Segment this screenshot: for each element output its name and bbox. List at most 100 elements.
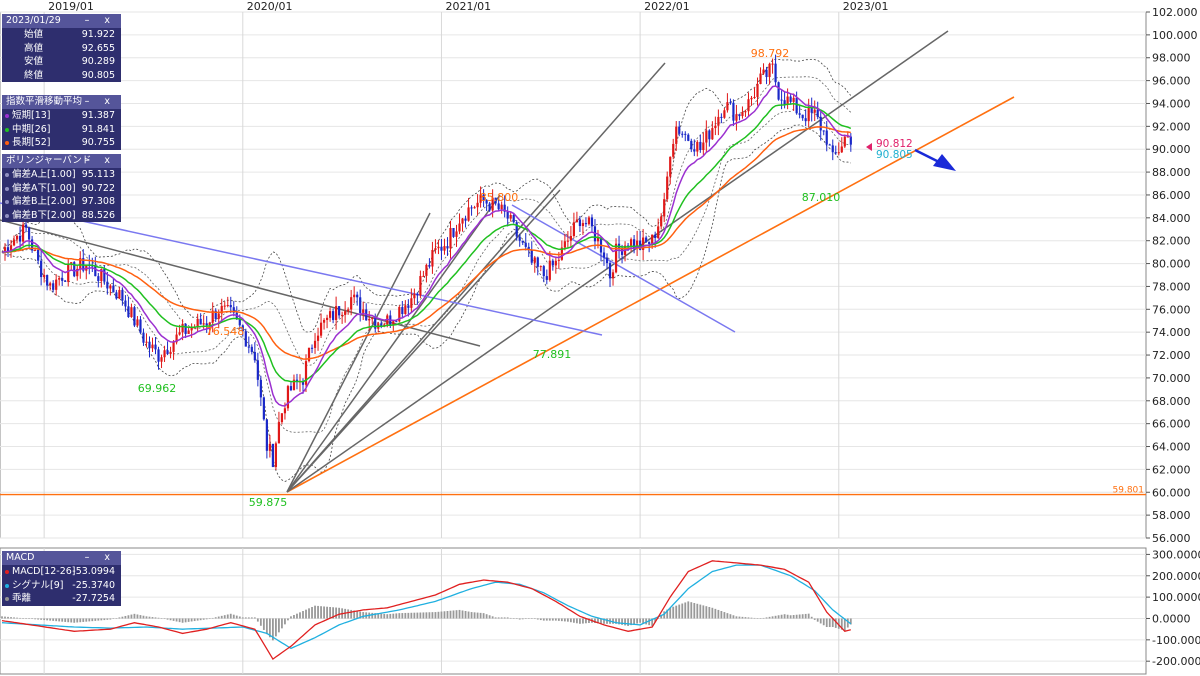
candle-body bbox=[479, 194, 482, 203]
macd-histogram-bar bbox=[380, 613, 383, 619]
price-tick-label: 60.000 bbox=[1152, 486, 1191, 499]
candle-body bbox=[587, 217, 591, 225]
macd-histogram-bar bbox=[747, 617, 750, 619]
candle-body bbox=[244, 331, 247, 347]
candle-body bbox=[639, 240, 642, 250]
price-tick-label: 64.000 bbox=[1152, 441, 1191, 454]
candle-body bbox=[3, 247, 7, 253]
price-tick-label: 70.000 bbox=[1152, 372, 1191, 385]
candle-body bbox=[217, 313, 220, 319]
macd-value: -25.3740 bbox=[72, 579, 115, 591]
candle-body bbox=[371, 318, 374, 320]
macd-histogram-bar bbox=[524, 618, 527, 620]
bollinger-panel: ボリンジャーバンド – x 偏差A上[1.00] 95.113 偏差A下[1.00]… bbox=[2, 154, 121, 222]
panel-controls[interactable]: – x bbox=[84, 552, 116, 563]
candle-body bbox=[392, 321, 395, 325]
macd-label: MACD[12-26] bbox=[12, 566, 76, 577]
macd-histogram-bar bbox=[849, 618, 852, 625]
macd-histogram-bar bbox=[473, 612, 476, 619]
candle-body bbox=[401, 307, 404, 315]
candle-body bbox=[470, 207, 473, 209]
macd-histogram-bar bbox=[765, 617, 768, 619]
candle-body bbox=[368, 319, 371, 321]
macd-histogram-bar bbox=[16, 617, 18, 619]
candle-body bbox=[521, 240, 524, 243]
last-price-marker bbox=[866, 143, 872, 151]
candle-body bbox=[52, 283, 55, 290]
candle-body bbox=[49, 283, 52, 286]
candle-body bbox=[76, 268, 79, 277]
x-tick-label: 2019/01 bbox=[48, 0, 94, 13]
panel-controls[interactable]: – x bbox=[84, 15, 116, 26]
macd-row: 乖離 -27.7254 bbox=[2, 592, 121, 606]
candle-body bbox=[569, 236, 572, 241]
candle-body bbox=[669, 156, 672, 177]
macd-panel-header: MACD – x bbox=[2, 551, 121, 565]
macd-histogram-bar bbox=[693, 602, 696, 619]
candle-body bbox=[663, 199, 666, 217]
macd-histogram-bar bbox=[217, 616, 220, 619]
candle-body bbox=[109, 285, 112, 289]
macd-histogram-bar bbox=[615, 618, 617, 624]
macd-histogram-bar bbox=[585, 618, 587, 624]
macd-histogram-bar bbox=[79, 618, 82, 623]
candle-body bbox=[434, 248, 437, 250]
ohlc-label: 安値 bbox=[24, 56, 44, 67]
panel-controls[interactable]: – x bbox=[84, 155, 116, 166]
macd-histogram-bar bbox=[560, 618, 563, 622]
candle-body bbox=[283, 408, 287, 414]
macd-histogram-bar bbox=[750, 617, 753, 619]
candle-body bbox=[452, 228, 455, 237]
macd-histogram-bar bbox=[735, 616, 738, 619]
macd-histogram-bar bbox=[789, 615, 792, 619]
candle-body bbox=[648, 241, 651, 245]
macd-histogram-bar bbox=[275, 618, 277, 637]
macd-histogram-bar bbox=[786, 614, 789, 619]
candle-body bbox=[322, 319, 326, 323]
ema-panel: 指数平滑移動平均 – x 短期[13] 91.387 中期[26] 91.841 長期… bbox=[2, 95, 121, 150]
candle-body bbox=[274, 443, 278, 467]
candle-body bbox=[395, 321, 398, 323]
macd-tick-label: 100.0000 bbox=[1152, 591, 1200, 604]
candle-body bbox=[55, 279, 58, 290]
candle-body bbox=[717, 116, 720, 126]
macd-histogram-bar bbox=[401, 613, 404, 619]
macd-histogram-bar bbox=[25, 618, 27, 619]
macd-histogram-bar bbox=[299, 612, 301, 619]
macd-value: -27.7254 bbox=[72, 593, 115, 604]
fan-line bbox=[286, 189, 561, 493]
macd-histogram-bar bbox=[55, 618, 58, 622]
candle-body bbox=[605, 257, 609, 264]
macd-histogram-bar bbox=[741, 616, 744, 619]
macd-histogram-bar bbox=[314, 605, 316, 619]
panel-controls[interactable]: – x bbox=[84, 96, 116, 107]
macd-histogram-bar bbox=[359, 611, 362, 619]
macd-histogram-bar bbox=[428, 612, 431, 619]
macd-title: MACD bbox=[6, 552, 35, 563]
ohlc-value: 90.289 bbox=[81, 56, 115, 67]
macd-histogram-bar bbox=[744, 617, 747, 619]
macd-histogram-bar bbox=[807, 613, 810, 619]
candle-body bbox=[94, 266, 97, 277]
macd-histogram-bar bbox=[40, 618, 43, 620]
candle-body bbox=[464, 218, 467, 221]
macd-histogram-bar bbox=[654, 618, 657, 623]
candle-body bbox=[458, 223, 461, 232]
candle-body bbox=[774, 63, 777, 83]
macd-histogram-bar bbox=[576, 618, 578, 624]
candle-body bbox=[693, 149, 696, 152]
candle-body bbox=[762, 69, 765, 74]
candle-body bbox=[482, 194, 485, 201]
candle-body bbox=[575, 219, 579, 223]
candle-body bbox=[768, 63, 771, 78]
macd-histogram-bar bbox=[296, 613, 298, 619]
macd-histogram-bar bbox=[85, 618, 88, 622]
candle-body bbox=[666, 176, 669, 200]
candle-body bbox=[187, 330, 190, 334]
macd-label: シグナル[9] bbox=[12, 579, 64, 591]
candle-body bbox=[626, 245, 630, 247]
candle-body bbox=[596, 237, 600, 242]
price-tick-label: 72.000 bbox=[1152, 349, 1191, 362]
macd-histogram-bar bbox=[831, 618, 834, 628]
candle-body bbox=[133, 307, 136, 326]
